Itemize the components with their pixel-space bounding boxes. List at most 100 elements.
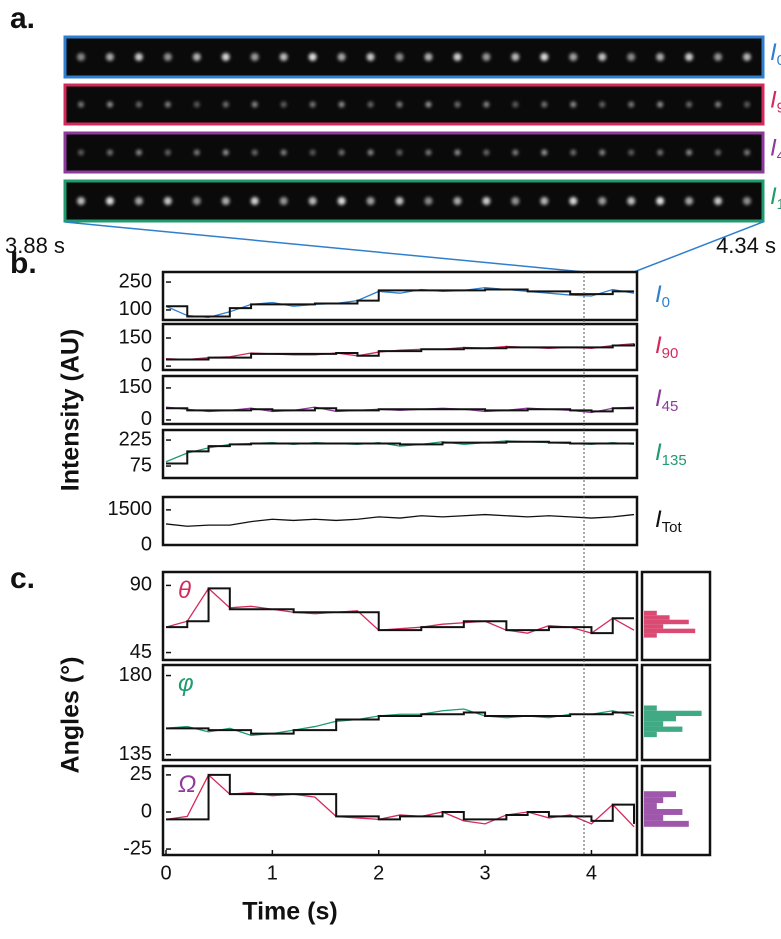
- channel-label: I45: [770, 135, 781, 165]
- fit-line: [166, 343, 635, 361]
- y-tick-label: 150: [119, 376, 152, 398]
- histogram-bar: [644, 610, 657, 616]
- spot: [280, 149, 287, 156]
- channel-label: I135: [770, 183, 781, 213]
- channel-subscript: 0: [777, 52, 781, 69]
- channel-symbol: I: [770, 183, 777, 210]
- spot: [279, 197, 288, 205]
- image-strip: [63, 35, 765, 79]
- spot: [366, 53, 375, 61]
- spot: [685, 197, 694, 205]
- x-axis-label: Time (s): [242, 898, 337, 926]
- panel-label: a.: [10, 2, 35, 35]
- plot-frame: [161, 764, 639, 857]
- channel-label: I90: [770, 87, 781, 117]
- spot: [569, 53, 578, 61]
- fit-line: [166, 773, 635, 824]
- spot: [743, 197, 751, 205]
- histogram-bar: [644, 809, 683, 815]
- spot: [77, 53, 85, 61]
- channel-label: θ: [178, 577, 191, 604]
- channel-symbol: I: [770, 135, 777, 162]
- y-tick-label: 250: [119, 270, 152, 292]
- plot-frame: [161, 663, 639, 762]
- channel-label: I0: [655, 281, 670, 311]
- spot: [744, 101, 750, 108]
- spot: [454, 149, 461, 156]
- x-tick-label: 0: [160, 862, 171, 884]
- channel-subscript: 0: [662, 294, 670, 311]
- plot-frame: [161, 270, 639, 322]
- spot: [221, 53, 230, 61]
- spot: [308, 53, 317, 61]
- spot: [512, 149, 519, 156]
- channel-label: I135: [655, 439, 687, 469]
- channel-symbol: I: [770, 87, 777, 114]
- spot: [366, 197, 375, 205]
- spot: [396, 149, 403, 156]
- spot: [309, 101, 316, 108]
- spot: [134, 197, 143, 205]
- y-tick-label: 0: [141, 408, 152, 430]
- histogram-bar: [644, 797, 664, 804]
- channel-label: I90: [655, 332, 678, 362]
- panel-label: c.: [10, 562, 35, 595]
- plot-frame: [161, 374, 639, 426]
- histogram-bar: [644, 803, 657, 810]
- fit-line: [166, 440, 634, 465]
- histogram-bar: [644, 716, 676, 722]
- histogram-bar: [644, 731, 657, 738]
- spot: [454, 101, 461, 108]
- spot: [163, 53, 172, 61]
- spot: [482, 197, 491, 205]
- channel-symbol: φ: [178, 670, 194, 697]
- y-tick-label: 45: [130, 641, 152, 663]
- spot: [598, 53, 607, 61]
- y-tick-label: 25: [130, 763, 152, 785]
- channel-subscript: 90: [662, 345, 679, 362]
- channel-symbol: I: [770, 39, 777, 66]
- spot: [569, 197, 578, 205]
- spot: [164, 101, 171, 108]
- histogram-bar: [644, 791, 676, 798]
- y-tick-label: 0: [141, 533, 152, 555]
- spot: [627, 53, 636, 61]
- spot: [250, 197, 259, 205]
- strip-start: 3.88 s: [5, 233, 65, 258]
- spot: [686, 149, 693, 156]
- spot: [512, 101, 519, 108]
- channel-label: ITot: [655, 506, 683, 536]
- spot: [135, 149, 142, 156]
- spot: [367, 149, 374, 156]
- channel-label: I45: [655, 385, 678, 415]
- channel-symbol: I: [655, 385, 662, 412]
- channel-symbol: I: [655, 332, 662, 359]
- spot: [424, 53, 433, 61]
- spot: [308, 197, 317, 205]
- spot: [192, 53, 201, 61]
- spot: [78, 101, 84, 108]
- spot: [106, 101, 113, 108]
- y-tick-label: 75: [130, 454, 152, 476]
- y-axis-label: Angles (°): [57, 657, 85, 774]
- spot: [280, 101, 287, 108]
- spot: [714, 53, 723, 61]
- spot: [715, 149, 722, 156]
- histogram-bar: [644, 615, 670, 620]
- trace-line: [165, 708, 635, 737]
- spot: [193, 149, 200, 156]
- histogram-bar: [644, 814, 664, 821]
- spot: [338, 101, 345, 108]
- image-strip: [63, 179, 765, 223]
- spot: [453, 53, 462, 61]
- spot: [78, 149, 84, 156]
- spot: [540, 197, 549, 205]
- spot: [599, 149, 606, 156]
- histogram-frame: [640, 663, 712, 762]
- y-tick-label: 180: [119, 664, 152, 686]
- spot: [628, 101, 635, 108]
- fit-line: [166, 407, 634, 413]
- spot: [222, 101, 229, 108]
- spot: [250, 53, 259, 61]
- y-tick-label: 90: [130, 574, 152, 596]
